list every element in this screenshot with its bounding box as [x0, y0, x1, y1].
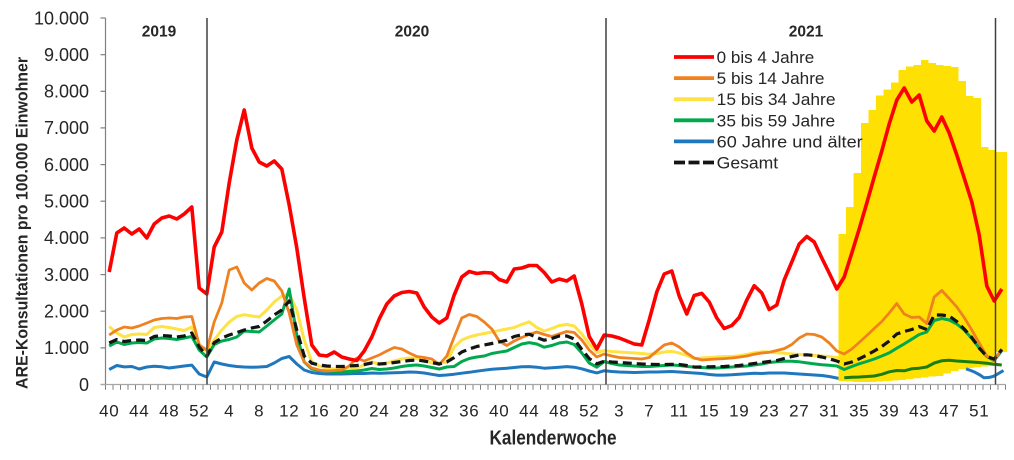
svg-text:40: 40 — [99, 402, 119, 421]
svg-text:23: 23 — [759, 402, 779, 421]
svg-text:4: 4 — [224, 402, 234, 421]
svg-text:2020: 2020 — [395, 24, 430, 41]
svg-text:7: 7 — [644, 402, 654, 421]
svg-text:15: 15 — [699, 402, 719, 421]
svg-text:20: 20 — [339, 402, 359, 421]
svg-text:32: 32 — [429, 402, 449, 421]
svg-text:Gesamt: Gesamt — [717, 155, 779, 173]
svg-text:40: 40 — [489, 402, 509, 421]
svg-text:5.000: 5.000 — [44, 192, 89, 212]
svg-text:43: 43 — [909, 402, 929, 421]
svg-text:19: 19 — [729, 402, 749, 421]
svg-text:16: 16 — [309, 402, 329, 421]
svg-text:12: 12 — [279, 402, 299, 421]
svg-text:39: 39 — [879, 402, 899, 421]
svg-text:27: 27 — [789, 402, 809, 421]
svg-text:31: 31 — [819, 402, 839, 421]
svg-text:10.000: 10.000 — [34, 8, 89, 28]
svg-text:44: 44 — [519, 402, 539, 421]
svg-text:4.000: 4.000 — [44, 228, 89, 248]
svg-text:36: 36 — [459, 402, 479, 421]
svg-text:7.000: 7.000 — [44, 118, 89, 138]
svg-text:44: 44 — [129, 402, 149, 421]
svg-text:ARE-Konsultationen pro 100.000: ARE-Konsultationen pro 100.000 Einwohner — [12, 57, 31, 389]
svg-text:48: 48 — [159, 402, 179, 421]
svg-text:60 Jahre und älter: 60 Jahre und älter — [717, 133, 864, 151]
svg-text:24: 24 — [369, 402, 389, 421]
svg-text:52: 52 — [579, 402, 599, 421]
svg-text:3.000: 3.000 — [44, 265, 89, 285]
svg-text:48: 48 — [549, 402, 569, 421]
svg-text:5 bis 14 Jahre: 5 bis 14 Jahre — [717, 70, 825, 88]
svg-text:1.000: 1.000 — [44, 338, 89, 358]
svg-text:3: 3 — [614, 402, 624, 421]
svg-text:0 bis 4 Jahre: 0 bis 4 Jahre — [717, 49, 815, 67]
svg-text:2019: 2019 — [142, 24, 177, 41]
svg-text:35 bis 59 Jahre: 35 bis 59 Jahre — [717, 112, 836, 130]
svg-text:6.000: 6.000 — [44, 155, 89, 175]
svg-text:35: 35 — [849, 402, 869, 421]
svg-text:0: 0 — [79, 375, 89, 395]
svg-text:52: 52 — [189, 402, 209, 421]
svg-text:8: 8 — [254, 402, 264, 421]
svg-text:Kalenderwoche: Kalenderwoche — [490, 428, 617, 450]
svg-text:28: 28 — [399, 402, 419, 421]
svg-text:9.000: 9.000 — [44, 45, 89, 65]
svg-text:2.000: 2.000 — [44, 302, 89, 322]
svg-text:15 bis 34 Jahre: 15 bis 34 Jahre — [717, 91, 836, 109]
svg-text:51: 51 — [969, 402, 989, 421]
svg-text:2021: 2021 — [789, 24, 824, 41]
svg-text:47: 47 — [939, 402, 959, 421]
svg-text:11: 11 — [670, 402, 689, 421]
svg-text:8.000: 8.000 — [44, 82, 89, 102]
